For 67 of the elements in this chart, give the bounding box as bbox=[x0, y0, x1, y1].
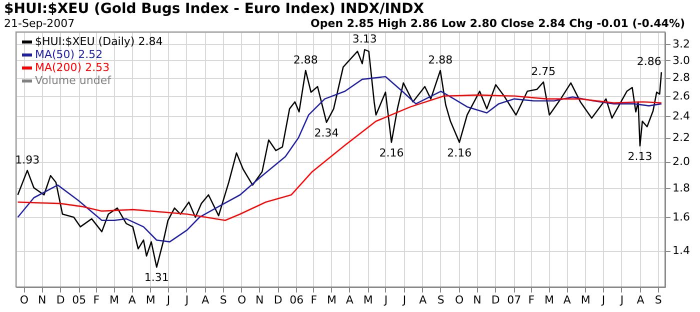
x-tick-label: A bbox=[128, 294, 136, 306]
x-tick-label: M bbox=[580, 294, 590, 306]
x-tick-label: A bbox=[202, 294, 210, 306]
x-tick-label: A bbox=[419, 294, 428, 306]
x-tick-label: O bbox=[237, 294, 246, 306]
x-tick-label: J bbox=[402, 294, 406, 306]
x-tick-label: J bbox=[383, 294, 388, 306]
x-tick-label: F bbox=[310, 294, 318, 306]
chart-subtitle: 21-Sep-2007 bbox=[4, 17, 75, 30]
y-tick-label: 2.6 bbox=[672, 90, 690, 103]
x-tick-label: A bbox=[636, 294, 645, 306]
y-tick-label: 3.0 bbox=[672, 54, 690, 67]
x-tick-label: N bbox=[256, 294, 264, 306]
x-tick-label: N bbox=[38, 294, 46, 306]
legend-label: MA(50) 2.52 bbox=[35, 48, 103, 61]
x-tick-label: M bbox=[109, 294, 119, 306]
y-tick-label: 1.6 bbox=[672, 210, 690, 224]
y-tick-label: 2.0 bbox=[672, 155, 690, 168]
x-tick-label: 07 bbox=[507, 294, 522, 306]
x-tick-label: A bbox=[563, 294, 572, 306]
x-tick-label: F bbox=[93, 294, 100, 306]
x-tick-label: M bbox=[146, 294, 156, 306]
x-tick-label: J bbox=[184, 294, 189, 306]
annotation: 1.93 bbox=[15, 153, 40, 166]
y-tick-label: 2.2 bbox=[672, 131, 690, 144]
x-tick-label: 06 bbox=[290, 294, 304, 306]
x-tick-label: O bbox=[454, 294, 464, 306]
x-tick-label: N bbox=[473, 294, 482, 306]
x-tick-label: J bbox=[166, 294, 170, 306]
annotation: 2.75 bbox=[531, 65, 556, 78]
y-tick-label: 1.4 bbox=[672, 244, 690, 258]
legend-label: MA(200) 2.53 bbox=[35, 61, 110, 74]
annotation: 2.34 bbox=[314, 126, 339, 140]
line-series bbox=[17, 49, 662, 268]
x-tick-label: A bbox=[346, 294, 354, 306]
annotation: 2.16 bbox=[379, 146, 404, 160]
text: Open 2.85 High 2.86 Low 2.80 Close 2.84 Chg -0.01 (-0.44%) bbox=[310, 17, 685, 30]
x-tick-label: F bbox=[528, 294, 535, 306]
x-tick-label: M bbox=[327, 294, 337, 306]
annotation: 3.13 bbox=[352, 32, 377, 46]
x-tick-label: D bbox=[56, 294, 65, 306]
annotation: 2.16 bbox=[447, 146, 472, 160]
x-tick-label: S bbox=[654, 294, 662, 306]
x-tick-label: D bbox=[274, 294, 282, 306]
x-tick-label: S bbox=[220, 294, 227, 306]
x-tick-label: M bbox=[544, 294, 554, 306]
x-tick-label: M bbox=[363, 294, 373, 306]
annotation: 2.88 bbox=[428, 53, 453, 66]
annotation: 2.13 bbox=[628, 150, 652, 163]
y-tick-label: 2.4 bbox=[672, 110, 690, 123]
y-tick-label: 2.8 bbox=[672, 71, 690, 84]
annotation: Volume undef bbox=[35, 74, 112, 87]
annotation: 2.88 bbox=[293, 53, 318, 66]
x-tick-label: J bbox=[619, 294, 624, 306]
legend-label: $HUI:$XEU (Daily) 2.84 bbox=[35, 35, 163, 48]
x-tick-label: 05 bbox=[72, 294, 86, 306]
annotation: 2.86 bbox=[636, 55, 662, 68]
x-tick-label: S bbox=[437, 294, 444, 306]
x-tick-label: O bbox=[20, 294, 29, 306]
x-tick-label: J bbox=[600, 294, 606, 306]
chart-title: $HUI:$XEU (Gold Bugs Index - Euro Index) INDX/INDX bbox=[4, 1, 424, 17]
y-tick-label: 3.2 bbox=[672, 38, 690, 51]
line-series bbox=[17, 94, 662, 222]
annotation: 1.31 bbox=[144, 271, 169, 284]
line-series bbox=[17, 76, 662, 242]
y-tick-label: 1.8 bbox=[672, 181, 690, 194]
x-tick-label: D bbox=[491, 294, 500, 306]
